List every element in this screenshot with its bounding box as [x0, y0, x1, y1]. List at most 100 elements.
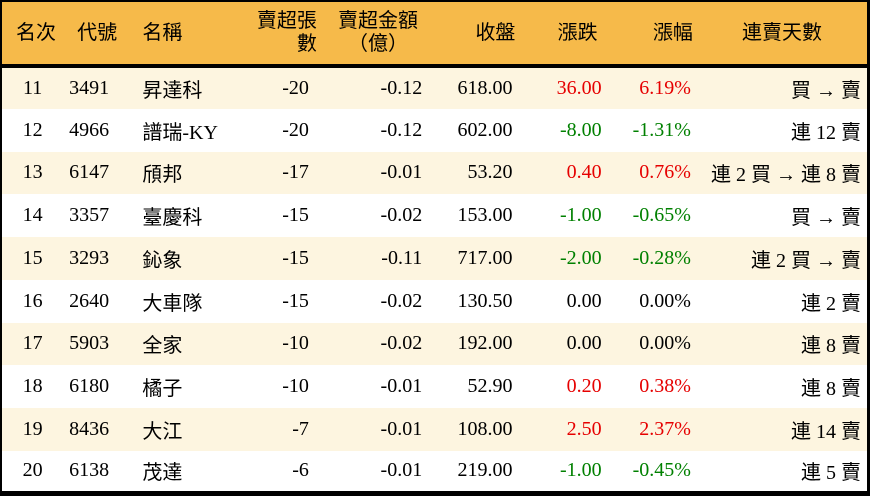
cell-sell-volume: -10	[282, 332, 309, 355]
header-cell-change: 漲跌	[518, 1, 603, 68]
cell-rank: 16	[22, 289, 43, 312]
cell-change-pct: -1.31%	[632, 118, 691, 141]
cell-change-pct: 0.76%	[639, 161, 691, 184]
header-row: 名次 代號 名稱 賣超張數 賣超金額 （億） 收盤 漲跌 漲幅 連賣天數	[1, 1, 869, 68]
cell-change: 0.00	[566, 289, 602, 312]
cell-stock-name: 鈊象	[142, 249, 183, 272]
cell-streak: 連 8 賣	[801, 335, 861, 358]
header-cell-name: 名稱	[141, 1, 242, 68]
cell-stock-name: 昇達科	[142, 79, 203, 102]
cell-stock-name: 譜瑞-KY	[142, 121, 218, 144]
cell-change-pct: 0.38%	[639, 375, 691, 398]
header-cell-close: 收盤	[434, 1, 519, 68]
cell-code: 6180	[69, 375, 110, 398]
cell-sell-amount: -0.11	[381, 246, 423, 269]
cell-stock-name: 大車隊	[142, 292, 203, 315]
cell-rank: 19	[22, 417, 43, 440]
cell-code: 8436	[69, 417, 110, 440]
cell-code: 6147	[69, 161, 110, 184]
header-cell-change-pct: 漲幅	[602, 1, 697, 68]
cell-code: 5903	[69, 332, 110, 355]
cell-streak: 買 → 賣	[791, 207, 861, 230]
header-cell-code: 代號	[63, 1, 142, 68]
cell-change: 0.00	[566, 332, 602, 355]
table-row: 18 6180 橘子 -10 -0.01 52.90 0.20 0.38% 連 …	[1, 365, 869, 408]
table-row: 13 6147 頎邦 -17 -0.01 53.20 0.40 0.76% 連 …	[1, 151, 869, 195]
cell-streak: 連 2 賣	[801, 292, 861, 315]
cell-streak: 連 12 賣	[791, 121, 861, 144]
cell-change: -1.00	[560, 204, 602, 227]
cell-stock-name: 茂達	[142, 462, 183, 485]
header-cell-streak: 連賣天數	[696, 1, 869, 68]
cell-close: 130.50	[457, 289, 513, 312]
cell-stock-name: 大江	[142, 420, 183, 443]
cell-close: 717.00	[457, 246, 513, 269]
cell-sell-volume: -10	[282, 375, 309, 398]
cell-change: 0.20	[566, 375, 602, 398]
table-row: 11 3491 昇達科 -20 -0.12 618.00 36.00 6.19%…	[1, 66, 869, 109]
table-row: 15 3293 鈊象 -15 -0.11 717.00 -2.00 -0.28%…	[1, 237, 869, 280]
header-sell-amount-line1: 賣超金額	[338, 10, 419, 32]
cell-change-pct: -0.45%	[632, 459, 691, 482]
cell-streak: 連 14 賣	[791, 420, 861, 443]
cell-change-pct: 6.19%	[639, 76, 691, 99]
table-row: 14 3357 臺慶科 -15 -0.02 153.00 -1.00 -0.65…	[1, 194, 869, 237]
cell-sell-amount: -0.01	[380, 375, 423, 398]
cell-rank: 13	[22, 161, 43, 184]
cell-stock-name: 頎邦	[142, 164, 183, 187]
cell-rank: 20	[22, 459, 43, 482]
cell-sell-amount: -0.12	[380, 118, 423, 141]
cell-sell-volume: -20	[282, 118, 309, 141]
table-row: 12 4966 譜瑞-KY -20 -0.12 602.00 -8.00 -1.…	[1, 108, 869, 152]
cell-sell-amount: -0.02	[380, 332, 423, 355]
cell-sell-volume: -17	[282, 161, 309, 184]
cell-close: 618.00	[457, 76, 513, 99]
cell-rank: 11	[22, 76, 43, 99]
cell-change: -8.00	[560, 118, 602, 141]
cell-change: 0.40	[566, 161, 602, 184]
table-header: 名次 代號 名稱 賣超張數 賣超金額 （億） 收盤 漲跌 漲幅 連賣天數	[1, 1, 869, 68]
cell-code: 4966	[69, 118, 110, 141]
cell-stock-name: 全家	[142, 335, 183, 358]
header-cell-sell-volume: 賣超張數	[241, 1, 322, 68]
cell-rank: 18	[22, 375, 43, 398]
cell-sell-volume: -7	[292, 417, 309, 440]
cell-close: 192.00	[457, 332, 513, 355]
cell-sell-amount: -0.01	[380, 161, 423, 184]
cell-change-pct: 0.00%	[639, 289, 691, 312]
cell-sell-amount: -0.12	[380, 76, 423, 99]
cell-rank: 17	[22, 332, 43, 355]
cell-change: 36.00	[556, 76, 602, 99]
cell-rank: 12	[22, 118, 43, 141]
cell-close: 53.20	[467, 161, 513, 184]
cell-streak: 連 2 買 → 賣	[751, 249, 861, 272]
cell-streak: 連 5 賣	[801, 462, 861, 485]
cell-streak: 連 2 買 → 連 8 賣	[711, 164, 861, 187]
cell-code: 6138	[69, 459, 110, 482]
cell-change: -2.00	[560, 246, 602, 269]
cell-change-pct: 2.37%	[639, 417, 691, 440]
cell-code: 2640	[69, 289, 110, 312]
cell-streak: 買 → 賣	[791, 79, 861, 102]
cell-stock-name: 臺慶科	[142, 207, 203, 230]
cell-change-pct: -0.65%	[632, 204, 691, 227]
table-body: 11 3491 昇達科 -20 -0.12 618.00 36.00 6.19%…	[1, 66, 869, 494]
table-row: 19 8436 大江 -7 -0.01 108.00 2.50 2.37% 連 …	[1, 408, 869, 451]
header-cell-sell-amount: 賣超金額 （億）	[321, 1, 435, 68]
cell-close: 602.00	[457, 118, 513, 141]
cell-code: 3293	[69, 246, 110, 269]
cell-code: 3491	[69, 76, 110, 99]
cell-streak: 連 8 賣	[801, 378, 861, 401]
cell-close: 108.00	[457, 417, 513, 440]
cell-sell-amount: -0.02	[380, 204, 423, 227]
cell-rank: 15	[22, 246, 43, 269]
cell-sell-volume: -15	[282, 289, 309, 312]
cell-close: 52.90	[467, 375, 513, 398]
cell-stock-name: 橘子	[142, 378, 183, 401]
table-row: 20 6138 茂達 -6 -0.01 219.00 -1.00 -0.45% …	[1, 450, 869, 494]
cell-sell-amount: -0.02	[380, 289, 423, 312]
cell-sell-amount: -0.01	[380, 459, 423, 482]
cell-sell-volume: -15	[282, 246, 309, 269]
cell-change: 2.50	[566, 417, 602, 440]
